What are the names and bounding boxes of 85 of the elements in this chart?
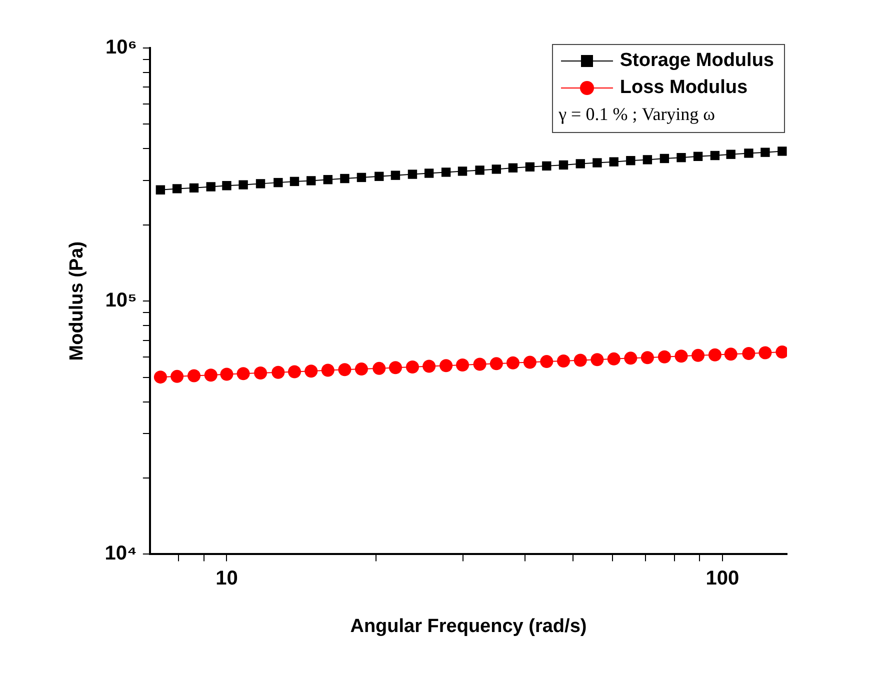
point bbox=[390, 170, 400, 180]
point bbox=[576, 159, 585, 168]
point bbox=[290, 176, 300, 186]
point bbox=[304, 364, 318, 378]
legend-label: Storage Modulus bbox=[620, 50, 774, 71]
point bbox=[607, 352, 620, 366]
point bbox=[456, 358, 469, 372]
y-tick-label: 10⁴ bbox=[104, 542, 137, 565]
point bbox=[288, 365, 301, 378]
point bbox=[408, 170, 418, 179]
point bbox=[372, 362, 386, 375]
point bbox=[542, 161, 552, 171]
point bbox=[742, 346, 756, 360]
point bbox=[640, 351, 654, 364]
point bbox=[238, 180, 248, 190]
point bbox=[321, 364, 334, 377]
point bbox=[724, 348, 738, 361]
point bbox=[744, 148, 754, 158]
point bbox=[222, 181, 232, 190]
point bbox=[674, 350, 688, 363]
point bbox=[272, 366, 285, 379]
point bbox=[323, 175, 332, 184]
point bbox=[206, 182, 216, 192]
point bbox=[658, 350, 671, 364]
point bbox=[406, 360, 419, 374]
point bbox=[609, 157, 618, 166]
point bbox=[236, 367, 250, 380]
point bbox=[556, 354, 570, 368]
point bbox=[422, 360, 436, 373]
point bbox=[458, 166, 468, 176]
annotation: γ = 0.1 % ; Varying ω bbox=[558, 103, 716, 126]
point bbox=[492, 164, 501, 174]
x-tick-label: 10 bbox=[216, 568, 238, 590]
point bbox=[172, 184, 182, 194]
x-tick-label: 100 bbox=[706, 568, 740, 590]
point bbox=[508, 163, 518, 172]
point bbox=[676, 152, 686, 162]
y-tick-label: 10⁵ bbox=[105, 290, 137, 312]
point bbox=[154, 370, 167, 384]
y-axis-title: Modulus (Pa) bbox=[66, 241, 88, 361]
point bbox=[354, 362, 368, 376]
point bbox=[540, 355, 554, 368]
point bbox=[592, 158, 602, 168]
point bbox=[624, 352, 638, 365]
point bbox=[760, 148, 770, 157]
point bbox=[726, 150, 736, 159]
point bbox=[525, 162, 535, 172]
y-tick-label: 10⁶ bbox=[105, 36, 137, 59]
point bbox=[156, 185, 166, 194]
point bbox=[374, 172, 384, 181]
point bbox=[340, 174, 350, 184]
point bbox=[590, 353, 604, 366]
point bbox=[356, 172, 366, 182]
point bbox=[574, 354, 587, 367]
point bbox=[256, 179, 266, 188]
point bbox=[710, 150, 720, 160]
point bbox=[424, 168, 434, 178]
point bbox=[642, 155, 652, 164]
x-axis-title: Angular Frequency (rad/s) bbox=[350, 616, 587, 637]
point bbox=[708, 348, 722, 362]
point bbox=[692, 348, 705, 362]
point bbox=[473, 358, 486, 371]
point bbox=[758, 346, 772, 360]
point bbox=[523, 356, 536, 369]
point bbox=[440, 359, 453, 372]
point bbox=[306, 176, 316, 186]
point bbox=[558, 160, 568, 170]
point bbox=[441, 168, 451, 177]
point bbox=[388, 361, 402, 374]
point bbox=[220, 368, 234, 381]
point bbox=[274, 178, 283, 188]
point bbox=[254, 366, 268, 380]
point bbox=[170, 370, 184, 383]
point bbox=[204, 368, 218, 382]
legend-label: Loss Modulus bbox=[620, 77, 748, 98]
point bbox=[490, 357, 503, 370]
point bbox=[475, 166, 484, 175]
point bbox=[338, 363, 352, 376]
point bbox=[188, 369, 200, 382]
point bbox=[778, 146, 787, 156]
point bbox=[189, 183, 199, 193]
point bbox=[693, 152, 703, 161]
point bbox=[660, 154, 670, 164]
point bbox=[506, 356, 520, 370]
point bbox=[626, 156, 636, 166]
